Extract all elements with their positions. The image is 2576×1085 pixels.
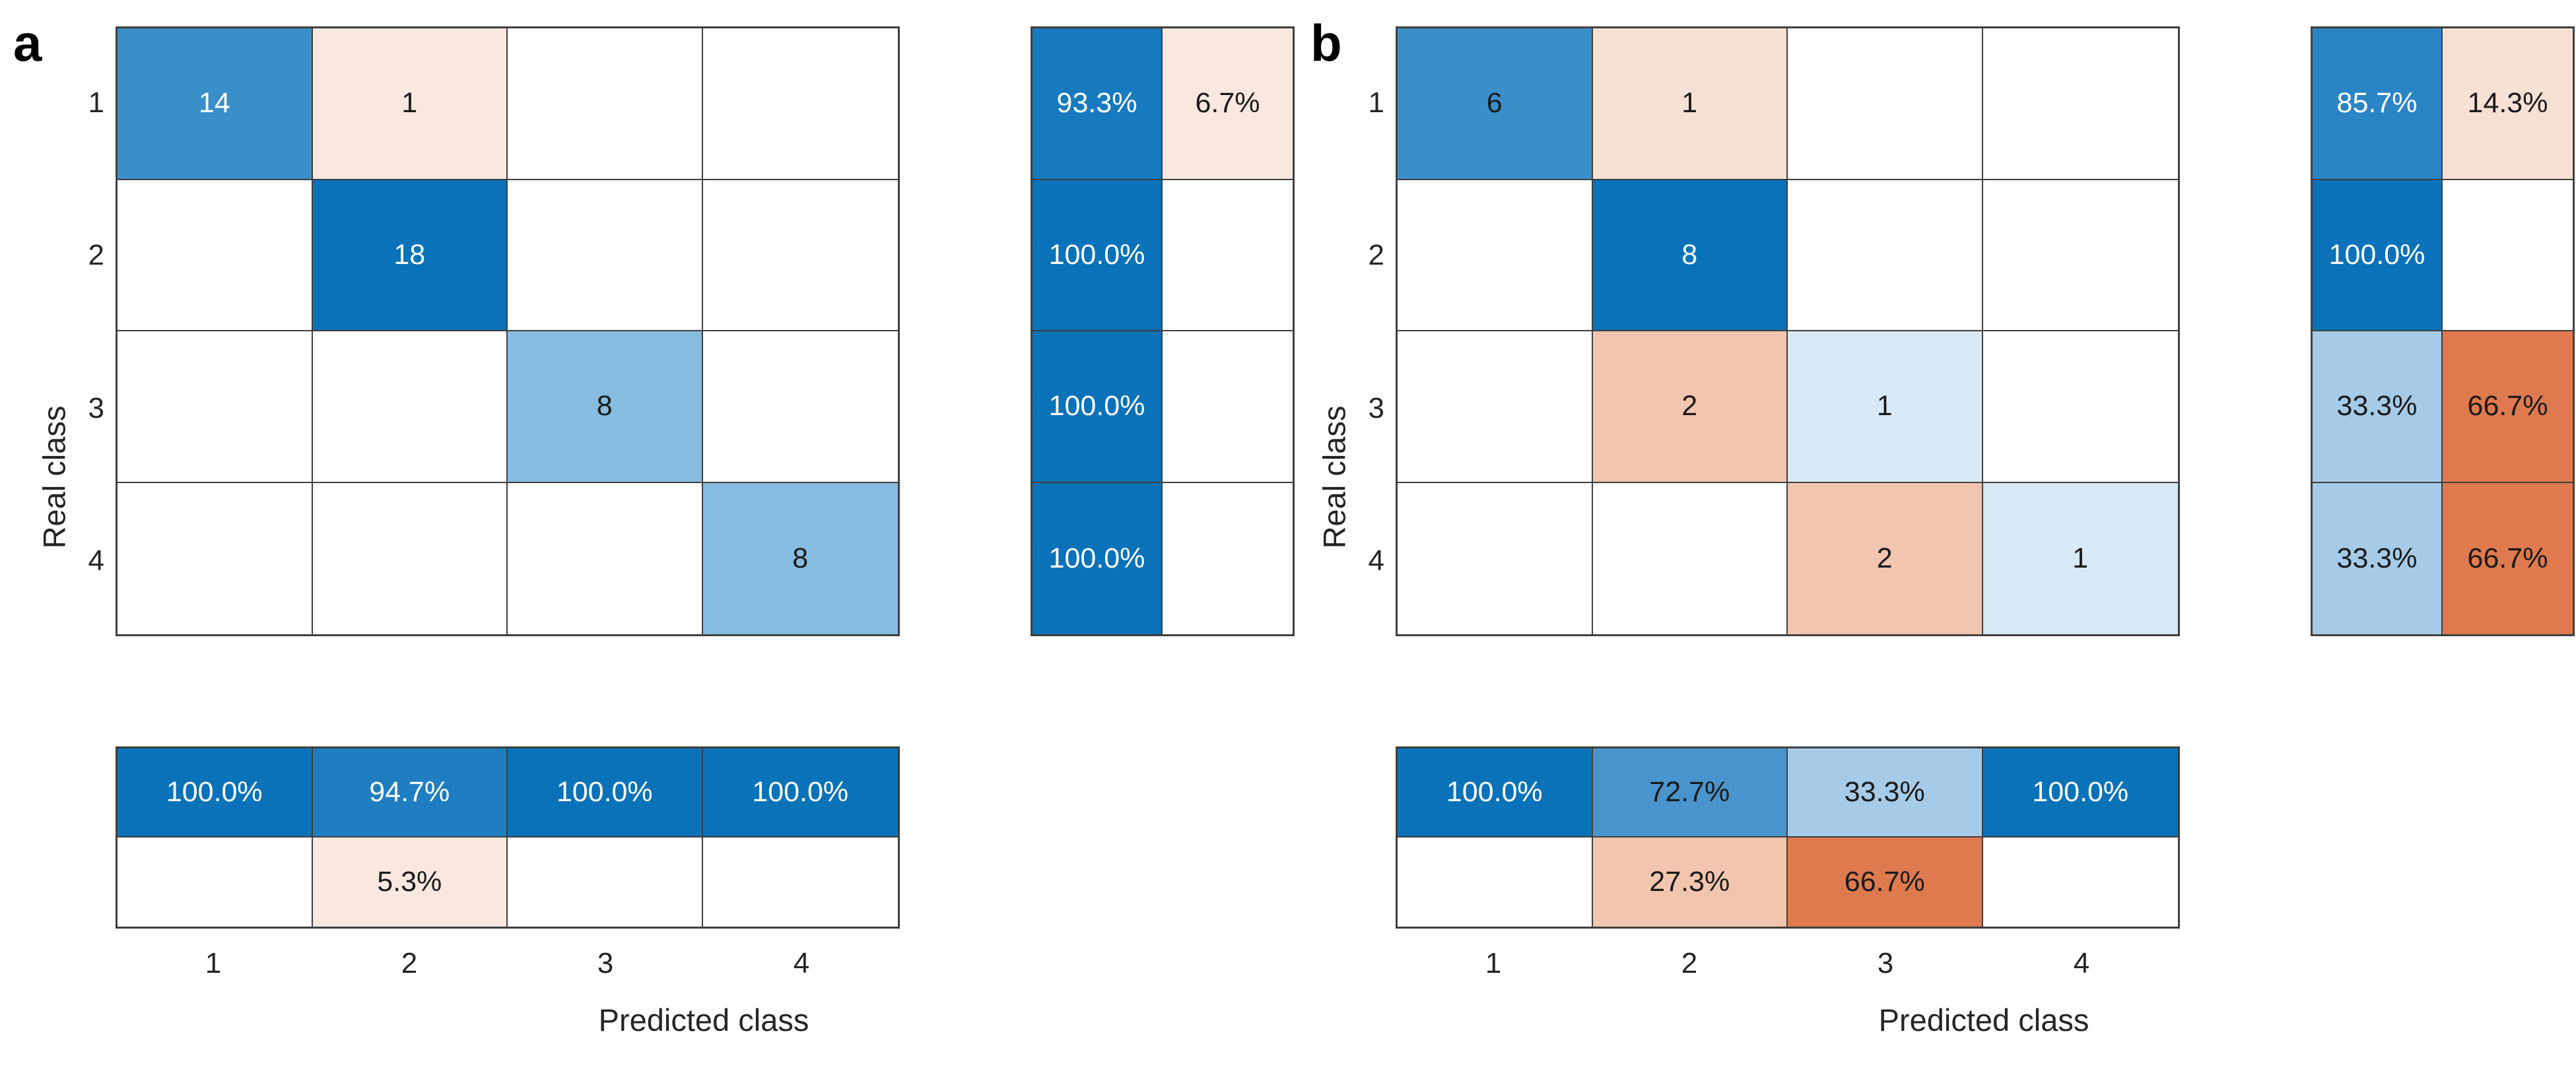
matrix-cell: 1 — [1983, 482, 2178, 634]
x-tick-label: 4 — [793, 947, 810, 979]
matrix-cell — [1983, 180, 2178, 331]
matrix-cell — [118, 482, 313, 634]
summary-cell: 66.7% — [2443, 331, 2573, 483]
matrix-cell — [1788, 180, 1983, 331]
matrix-cell — [1398, 331, 1593, 483]
x-tick-label: 1 — [205, 947, 222, 979]
summary-cell: 85.7% — [2313, 28, 2443, 180]
y-tick-label: 4 — [1368, 544, 1384, 577]
summary-cell: 100.0% — [1033, 331, 1163, 483]
x-tick-label: 2 — [1681, 947, 1698, 979]
summary-cell: 72.7% — [1592, 748, 1788, 838]
matrix-cell — [1983, 28, 2178, 180]
x-axis-label: Predicted class — [598, 1003, 809, 1037]
matrix-cell — [508, 28, 703, 180]
summary-cell: 100.0% — [702, 748, 898, 838]
summary-cell: 100.0% — [1983, 748, 2178, 838]
summary-cell: 33.3% — [2313, 482, 2443, 634]
summary-cell: 14.3% — [2443, 28, 2573, 180]
row-normalized-summary-grid-a: 93.3% 6.7% 100.0% 100.0% 100.0% — [1031, 26, 1295, 636]
matrix-cell: 6 — [1398, 28, 1593, 180]
y-axis-label-text: Real class — [36, 405, 72, 549]
matrix-cell: 14 — [118, 28, 313, 180]
matrix-cell — [508, 482, 703, 634]
column-normalized-summary-grid-a: 100.0% 94.7% 100.0% 100.0% 5.3% — [116, 746, 900, 929]
y-tick-label: 3 — [88, 392, 104, 424]
summary-cell — [1983, 838, 2178, 927]
panel-letter-a: a — [13, 14, 42, 72]
summary-cell — [1163, 180, 1293, 331]
summary-cell: 100.0% — [1033, 180, 1163, 331]
x-tick-label: 2 — [401, 947, 418, 979]
summary-cell: 100.0% — [118, 748, 313, 838]
summary-cell: 33.3% — [2313, 331, 2443, 483]
summary-cell — [118, 838, 313, 927]
x-tick-label: 3 — [1877, 947, 1894, 979]
summary-cell: 100.0% — [2313, 180, 2443, 331]
matrix-cell — [702, 331, 898, 483]
matrix-cell — [1398, 180, 1593, 331]
matrix-cell — [508, 180, 703, 331]
matrix-cell — [312, 482, 508, 634]
matrix-cell: 8 — [702, 482, 898, 634]
confusion-matrix-grid-a: 14 1 18 8 8 — [116, 26, 900, 636]
x-tick-label: 4 — [2073, 947, 2090, 979]
summary-cell: 93.3% — [1033, 28, 1163, 180]
x-tick-label: 3 — [597, 947, 614, 979]
matrix-cell: 1 — [312, 28, 508, 180]
matrix-cell: 2 — [1592, 331, 1788, 483]
matrix-cell — [1592, 482, 1788, 634]
x-tick-label: 1 — [1485, 947, 1502, 979]
confusion-panel-a: a Real class 1 2 3 4 14 1 18 8 8 93.3% 6.7% 10… — [13, 14, 1295, 1037]
y-tick-label: 2 — [88, 239, 104, 271]
matrix-cell — [1983, 331, 2178, 483]
panel-letter-b: b — [1310, 14, 1342, 72]
y-tick-label: 2 — [1368, 239, 1384, 271]
summary-cell — [1163, 482, 1293, 634]
matrix-cell — [118, 180, 313, 331]
matrix-cell — [118, 331, 313, 483]
summary-cell: 100.0% — [1398, 748, 1593, 838]
y-tick-label: 4 — [88, 544, 104, 577]
matrix-cell — [312, 331, 508, 483]
summary-cell — [1398, 838, 1593, 927]
summary-cell — [702, 838, 898, 927]
y-tick-label: 1 — [88, 86, 104, 119]
y-tick-label: 1 — [1368, 86, 1384, 119]
summary-cell: 5.3% — [312, 838, 508, 927]
x-axis-label: Predicted class — [1878, 1003, 2089, 1037]
summary-cell: 27.3% — [1592, 838, 1788, 927]
summary-cell: 100.0% — [508, 748, 703, 838]
matrix-cell: 8 — [508, 331, 703, 483]
row-normalized-summary-grid-b: 85.7% 14.3% 100.0% 33.3% 66.7% 33.3% 66.7% — [2311, 26, 2575, 636]
matrix-cell: 1 — [1592, 28, 1788, 180]
matrix-cell — [702, 28, 898, 180]
y-tick-label: 3 — [1368, 392, 1384, 424]
matrix-cell: 1 — [1788, 331, 1983, 483]
summary-cell — [2443, 180, 2573, 331]
summary-cell — [508, 838, 703, 927]
matrix-cell — [1398, 482, 1593, 634]
matrix-cell: 8 — [1592, 180, 1788, 331]
summary-cell: 100.0% — [1033, 482, 1163, 634]
summary-cell: 94.7% — [312, 748, 508, 838]
summary-cell: 66.7% — [1788, 838, 1983, 927]
summary-cell: 33.3% — [1788, 748, 1983, 838]
y-axis-label-text: Real class — [1316, 405, 1352, 549]
column-normalized-summary-grid-b: 100.0% 72.7% 33.3% 100.0% 27.3% 66.7% — [1396, 746, 2180, 929]
matrix-cell — [702, 180, 898, 331]
matrix-cell: 2 — [1788, 482, 1983, 634]
matrix-cell: 18 — [312, 180, 508, 331]
matrix-cell — [1788, 28, 1983, 180]
summary-cell: 66.7% — [2443, 482, 2573, 634]
summary-cell — [1163, 331, 1293, 483]
summary-cell: 6.7% — [1163, 28, 1293, 180]
